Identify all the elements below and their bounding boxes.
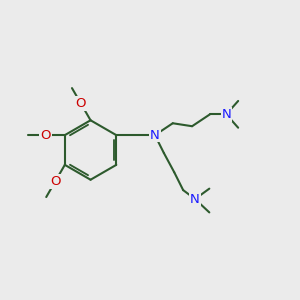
Text: O: O [40,129,51,142]
Text: N: N [221,108,231,121]
Text: N: N [190,193,200,206]
Text: O: O [76,97,86,110]
Text: N: N [150,129,160,142]
Text: O: O [50,175,60,188]
